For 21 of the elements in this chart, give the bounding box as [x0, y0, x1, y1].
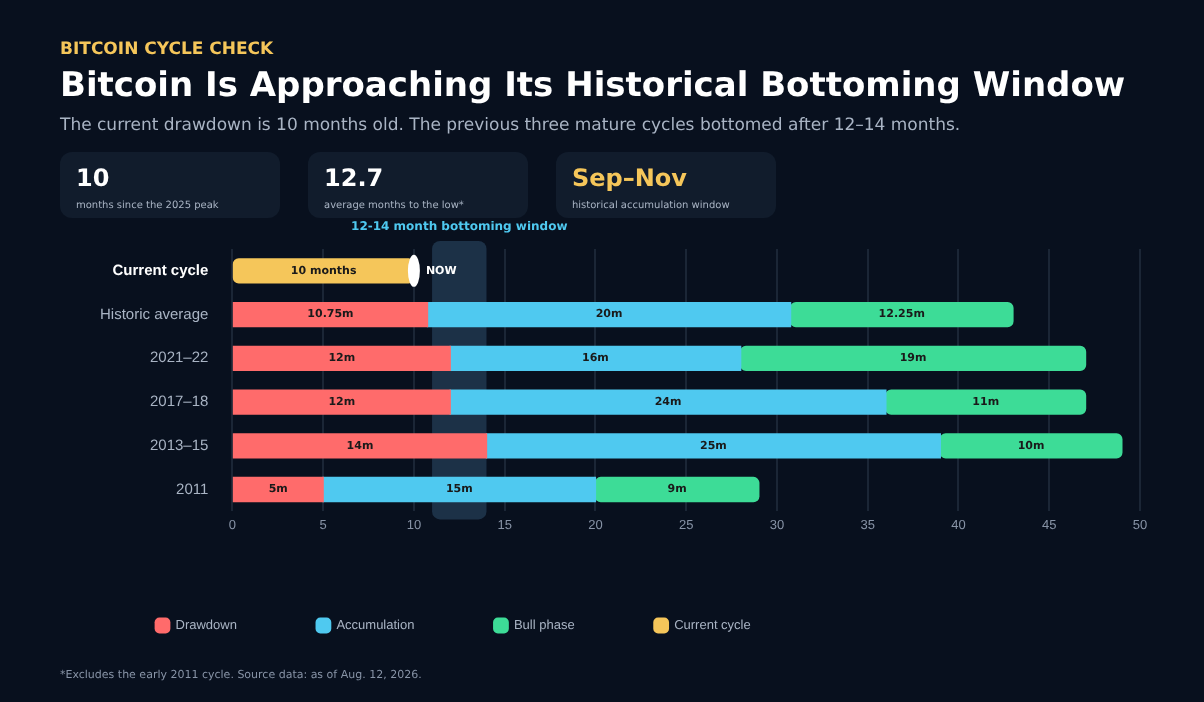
chart-subtitle: The current drawdown is 10 months old. The previous three mature cycles bottomed after 12–14 months. — [60, 116, 961, 136]
bar — [232, 476, 324, 503]
bar — [885, 389, 1087, 415]
bar — [232, 345, 451, 371]
bar — [426, 301, 792, 328]
bar — [449, 389, 887, 415]
bar — [789, 301, 1014, 328]
bar — [739, 345, 1087, 371]
text: 10 — [76, 164, 110, 192]
bar — [485, 433, 941, 459]
bar — [232, 433, 488, 459]
bar — [232, 301, 429, 328]
chart-title: Bitcoin Is Approaching Its Historical Bottoming Window — [60, 66, 1126, 106]
text: 12.7 — [324, 164, 384, 192]
bar — [449, 345, 742, 371]
bar — [322, 476, 597, 503]
text: BITCOIN CYCLE CHECK — [60, 40, 274, 60]
bar — [939, 433, 1123, 459]
bar — [232, 389, 451, 415]
bar — [594, 476, 760, 503]
text: Sep–Nov — [572, 164, 687, 192]
